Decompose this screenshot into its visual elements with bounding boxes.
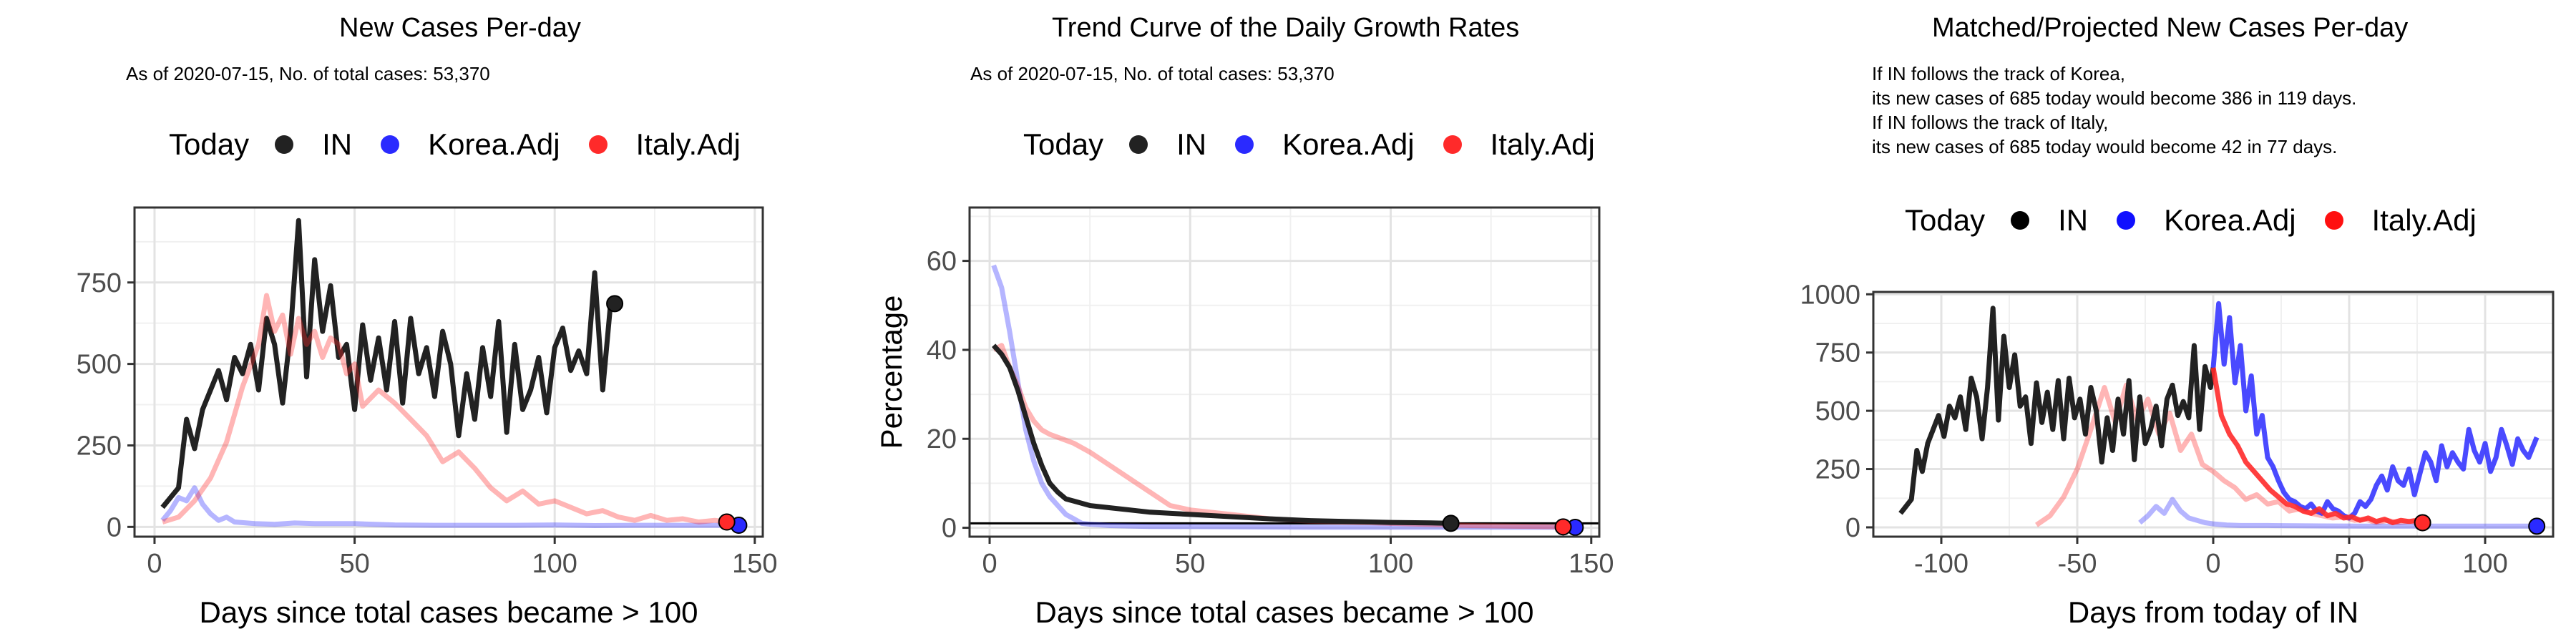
chart-title: Trend Curve of the Daily Growth Rates	[1052, 13, 1520, 43]
legend-label: Korea.Adj	[1282, 127, 1415, 161]
legend-dot-icon	[2011, 211, 2030, 230]
x-tick-label: 50	[339, 549, 369, 579]
y-tick-label: 500	[77, 350, 122, 380]
legend-label: IN	[1176, 127, 1207, 161]
x-axis-title: Days from today of IN	[2068, 595, 2358, 629]
plot-border	[133, 206, 764, 538]
x-tick-label: 150	[1568, 549, 1614, 579]
y-tick-label: 750	[1815, 338, 1860, 369]
panel-new-cases: New Cases Per-day As of 2020-07-15, No. …	[0, 0, 859, 644]
legend-dot-icon	[1443, 135, 1462, 154]
y-tick-label: 40	[927, 336, 957, 366]
panel-matched-projected: Matched/Projected New Cases Per-day If I…	[1717, 0, 2576, 644]
x-tick-label: 0	[982, 549, 997, 579]
chart-title: New Cases Per-day	[339, 13, 581, 43]
series-line-korea-adj	[2138, 497, 2537, 529]
chart-subtitle-line: its new cases of 685 today would become …	[1872, 87, 2357, 109]
today-point-korea-adj	[2528, 517, 2546, 535]
legend: Today IN Korea.Adj Italy.Adj	[1023, 127, 1624, 162]
y-tick-label: 250	[77, 431, 122, 461]
legend-dot-icon	[275, 135, 294, 154]
x-tick-label: 50	[2334, 549, 2364, 579]
legend-dot-icon	[1129, 135, 1148, 154]
legend-label: IN	[322, 127, 353, 161]
legend-title: Today	[1023, 127, 1104, 161]
series-line-in	[1898, 306, 2216, 515]
chart-subtitle-line: its new cases of 685 today would become …	[1872, 136, 2338, 157]
legend-dot-icon	[381, 135, 400, 154]
today-point-italy-adj	[2414, 514, 2431, 532]
y-tick-label: 500	[1815, 396, 1860, 426]
series-line-in	[992, 343, 1451, 526]
chart-subtitle: As of 2020-07-15, No. of total cases: 53…	[970, 63, 1335, 84]
x-tick-label: 0	[147, 549, 162, 579]
legend-label: Italy.Adj	[2371, 203, 2477, 237]
legend: Today IN Korea.Adj Italy.Adj	[169, 127, 769, 162]
y-tick-label: 0	[107, 512, 122, 542]
legend-dot-icon	[588, 135, 608, 154]
legend-item-in: IN	[2011, 203, 2088, 238]
legend-dot-icon	[2117, 211, 2136, 230]
y-tick-label: 0	[942, 514, 957, 544]
chart-subtitle: As of 2020-07-15, No. of total cases: 53…	[126, 63, 490, 84]
chart-plot: 0 50 100 150 0 20 40 60 Days since total cases b…	[874, 206, 1614, 629]
legend-title: Today	[1905, 203, 1986, 237]
y-tick-label: 20	[927, 424, 957, 454]
series-line-korea-adj	[991, 264, 1576, 530]
chart-subtitle-line: If IN follows the track of Italy,	[1872, 112, 2109, 133]
legend-dot-icon	[1235, 135, 1254, 154]
legend-title: Today	[169, 127, 250, 161]
plot-border	[1872, 291, 2555, 538]
x-tick-label: 100	[1368, 549, 1413, 579]
chart-subtitle-line: If IN follows the track of Korea,	[1872, 63, 2126, 84]
y-tick-label: 750	[77, 268, 122, 298]
panel-growth-rates: Trend Curve of the Daily Growth Rates As…	[859, 0, 1717, 644]
legend-item-in: IN	[1129, 127, 1206, 162]
today-point-italy-adj	[718, 513, 736, 531]
x-tick-label: 150	[732, 549, 777, 579]
series-line-korea-adj	[2210, 301, 2540, 521]
legend-item-korea: Korea.Adj	[1235, 127, 1415, 162]
legend-item-italy: Italy.Adj	[1443, 127, 1595, 162]
y-tick-label: 0	[1845, 513, 1860, 543]
series-line-korea-adj	[160, 485, 739, 528]
legend-item-italy: Italy.Adj	[588, 127, 741, 162]
x-axis-title: Days since total cases became > 100	[200, 595, 698, 629]
legend-item-korea: Korea.Adj	[381, 127, 560, 162]
legend-item-in: IN	[275, 127, 352, 162]
legend-item-korea: Korea.Adj	[2117, 203, 2296, 238]
x-tick-label: -100	[1914, 549, 1968, 579]
y-tick-label: 60	[927, 247, 957, 277]
legend-label: Korea.Adj	[2164, 203, 2296, 237]
plot-border	[968, 206, 1601, 538]
today-point-in	[606, 295, 624, 313]
x-tick-label: 100	[532, 549, 577, 579]
legend-label: Italy.Adj	[635, 127, 741, 161]
legend-label: IN	[2058, 203, 2089, 237]
legend-label: Korea.Adj	[428, 127, 560, 161]
chart-plot: 0 50 100 150 0 250 500 750 Days since total case…	[77, 206, 778, 629]
series-line-italy-adj	[992, 343, 1563, 530]
x-tick-label: 50	[1175, 549, 1205, 579]
legend-dot-icon	[2324, 211, 2343, 230]
y-tick-label: 1000	[1800, 280, 1860, 310]
x-tick-label: 0	[2205, 549, 2220, 579]
legend-item-italy: Italy.Adj	[2324, 203, 2477, 238]
series-line-italy-adj	[2210, 367, 2424, 525]
x-axis-title: Days since total cases became > 100	[1035, 595, 1534, 629]
x-tick-label: 100	[2462, 549, 2507, 579]
series-line-in	[160, 218, 620, 509]
y-tick-label: 250	[1815, 455, 1860, 485]
chart-title: Matched/Projected New Cases Per-day	[1932, 13, 2409, 43]
legend: Today IN Korea.Adj Italy.Adj	[1905, 203, 2505, 238]
today-point-italy-adj	[1554, 518, 1572, 536]
series-line-italy-adj	[162, 293, 728, 525]
x-tick-label: -50	[2058, 549, 2097, 579]
legend-label: Italy.Adj	[1490, 127, 1595, 161]
y-axis-title: Percentage	[874, 296, 908, 449]
today-point-in	[1442, 514, 1460, 532]
